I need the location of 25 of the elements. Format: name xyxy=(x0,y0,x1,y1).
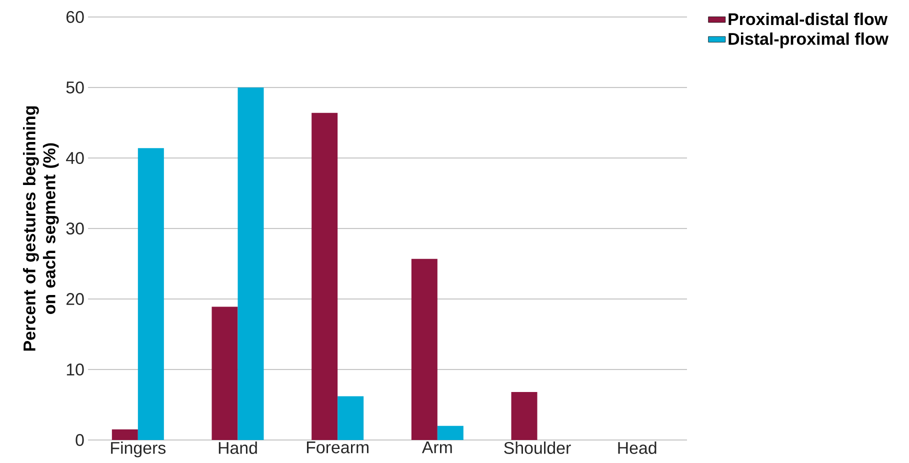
bar xyxy=(112,429,138,440)
y-tick-label: 50 xyxy=(66,82,84,94)
x-tick-label: Shoulder xyxy=(504,442,571,454)
x-tick-label: Arm xyxy=(422,442,452,454)
x-tick-label: Hand xyxy=(218,442,257,454)
y-tick-label: 20 xyxy=(66,293,84,305)
bar xyxy=(511,392,538,440)
y-axis-title: Percent of gestures beginning on each segment (%) xyxy=(23,106,59,351)
bar xyxy=(437,426,464,440)
y-tick-label: 10 xyxy=(66,364,84,376)
bar xyxy=(312,112,338,440)
legend-label: Distal-proximal flow xyxy=(728,32,889,48)
y-tick-label: 60 xyxy=(66,11,84,23)
y-tick-label: 30 xyxy=(66,222,84,234)
bar xyxy=(138,148,164,440)
bar xyxy=(212,306,238,440)
x-tick-label: Forearm xyxy=(306,442,368,454)
y-tick-label: 0 xyxy=(76,434,84,446)
x-tick-label: Fingers xyxy=(111,442,166,458)
bar xyxy=(411,258,438,440)
legend-label: Proximal-distal flow xyxy=(728,12,888,26)
bar xyxy=(238,87,264,440)
bar xyxy=(338,396,364,440)
y-tick-label: 40 xyxy=(66,152,84,164)
x-tick-label: Head xyxy=(618,442,656,454)
